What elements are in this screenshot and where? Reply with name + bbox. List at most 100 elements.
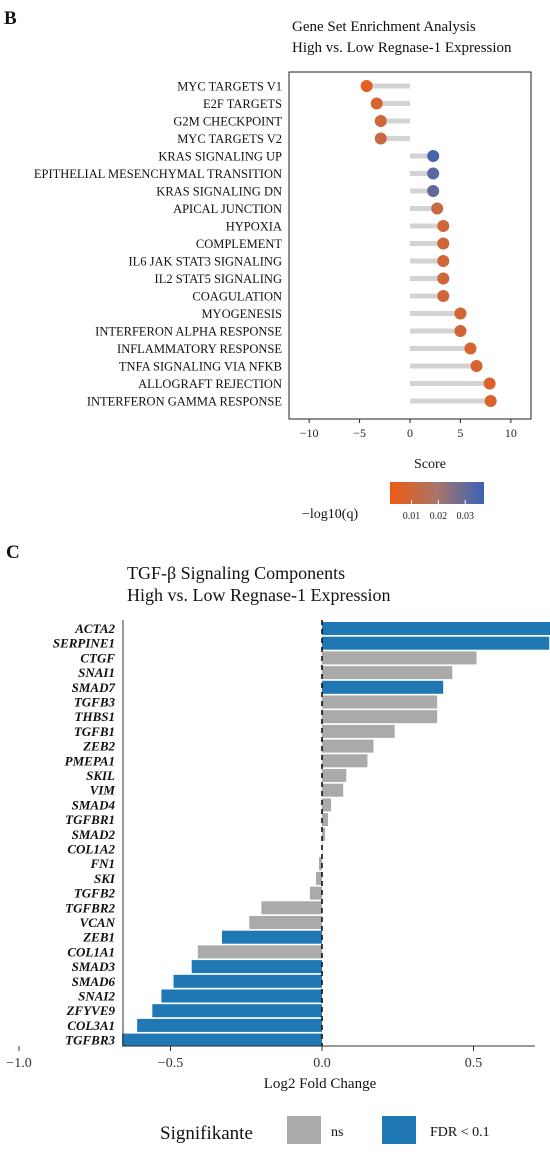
tgfb-gene-label: ACTA2 <box>74 621 115 636</box>
gsea-legend-title: Score <box>414 457 446 472</box>
tgfb-bar <box>322 783 344 797</box>
tgfb-bar <box>137 1018 322 1032</box>
tgfb-gene-label: SMAD2 <box>72 827 116 842</box>
gsea-subtitle: High vs. Low Regnase-1 Expression <box>292 40 512 56</box>
tgfb-bar <box>322 651 477 665</box>
gsea-point <box>454 325 467 337</box>
tgfb-title: TGF-β Signaling Components <box>127 563 346 583</box>
tgfb-gene-label: ZEB2 <box>82 739 115 754</box>
tgfb-bar <box>322 769 347 782</box>
gsea-color-label: −log10(q) <box>302 507 358 522</box>
gsea-point <box>483 377 496 390</box>
tgfb-bar <box>122 1033 323 1047</box>
tgfb-legend-label: ns <box>331 1125 343 1140</box>
tgfb-gene-label: VCAN <box>80 915 116 930</box>
gsea-color-tick-label: 0.02 <box>430 511 448 522</box>
tgfb-gene-label: THBS1 <box>75 709 115 724</box>
tgfb-gene-label: SMAD6 <box>72 974 116 989</box>
gsea-category-label: COAGULATION <box>192 290 282 304</box>
gsea-category-label: HYPOXIA <box>226 220 282 234</box>
tgfb-gene-label: SNAI2 <box>78 989 115 1004</box>
tgfb-bar <box>322 695 438 709</box>
tgfb-legend-key <box>287 1116 321 1144</box>
gsea-point <box>360 80 373 92</box>
gsea-point <box>370 97 383 110</box>
gsea-point <box>427 185 440 197</box>
gsea-category-label: MYC TARGETS V1 <box>177 80 282 94</box>
gsea-lollipop-chart: MYC TARGETS V1 E2F TARGETS G2M CHECKPOINT M… <box>34 71 532 522</box>
tgfb-bar <box>322 636 550 650</box>
gsea-point <box>374 115 387 127</box>
tgfb-x-tick-label: −1.0 <box>6 1056 31 1071</box>
tgfb-gene-label: TGFBR2 <box>65 900 115 915</box>
gsea-category-label: INTERFERON GAMMA RESPONSE <box>87 395 283 409</box>
tgfb-gene-label: TGFB3 <box>74 695 116 710</box>
gsea-color-tick-label: 0.03 <box>456 511 474 522</box>
gsea-point <box>427 167 440 180</box>
gsea-category-label: TNFA SIGNALING VIA NFKB <box>119 360 282 374</box>
gsea-point <box>437 272 450 285</box>
tgfb-gene-label: COL3A1 <box>67 1018 115 1033</box>
gsea-x-tick-label: −5 <box>353 426 366 440</box>
tgfb-bar <box>161 989 322 1003</box>
gsea-category-label: IL6 JAK STAT3 SIGNALING <box>128 255 282 269</box>
gsea-point <box>470 360 483 372</box>
gsea-point <box>454 307 467 320</box>
tgfb-legend-label: FDR < 0.1 <box>430 1125 490 1140</box>
tgfb-x-axis-label: Log2 Fold Change <box>264 1076 377 1092</box>
tgfb-bar <box>152 1004 322 1018</box>
tgfb-bar <box>322 739 374 753</box>
tgfb-bar <box>322 813 329 827</box>
tgfb-bar <box>261 901 322 915</box>
tgfb-bar <box>322 666 453 680</box>
gsea-x-tick-label: −10 <box>300 426 319 440</box>
tgfb-gene-label: SERPINE1 <box>53 636 115 651</box>
gsea-point <box>427 150 440 162</box>
tgfb-bar <box>322 724 395 738</box>
tgfb-x-tick-label: 0.0 <box>313 1056 331 1071</box>
tgfb-gene-label: CTGF <box>80 650 115 665</box>
gsea-point <box>437 220 450 232</box>
gsea-color-bar <box>390 482 484 504</box>
gsea-category-label: G2M CHECKPOINT <box>173 115 282 129</box>
gsea-color-tick-label: 0.01 <box>403 511 421 522</box>
tgfb-subtitle: High vs. Low Regnase-1 Expression <box>127 585 391 605</box>
gsea-x-tick-label: 0 <box>407 426 413 440</box>
tgfb-legend-key <box>382 1116 416 1144</box>
tgfb-gene-label: SMAD3 <box>72 959 116 974</box>
gsea-category-label: MYC TARGETS V2 <box>177 132 282 146</box>
tgfb-gene-label: TGFBR3 <box>65 1033 115 1048</box>
tgfb-gene-label: SNAI1 <box>78 665 115 680</box>
tgfb-gene-label: FN1 <box>89 856 115 871</box>
gsea-category-label: MYOGENESIS <box>201 307 282 321</box>
gsea-category-label: E2F TARGETS <box>203 97 282 111</box>
tgfb-bar <box>222 930 322 944</box>
gsea-point <box>437 290 450 302</box>
gsea-title: Gene Set Enrichment Analysis <box>292 19 476 35</box>
gsea-point <box>437 237 450 250</box>
gsea-point <box>464 342 477 355</box>
tgfb-bar <box>173 974 322 988</box>
tgfb-gene-label: TGFBR1 <box>65 812 115 827</box>
tgfb-gene-label: SKIL <box>86 768 115 783</box>
tgfb-bar <box>197 945 322 959</box>
gsea-category-label: IL2 STAT5 SIGNALING <box>155 272 282 286</box>
tgfb-bar <box>318 857 322 871</box>
gsea-category-label: APICAL JUNCTION <box>173 202 282 216</box>
tgfb-bar <box>322 798 332 812</box>
gsea-category-label: ALLOGRAFT REJECTION <box>138 377 282 391</box>
tgfb-legend-title: Signifikante <box>160 1123 253 1144</box>
tgfb-gene-label: ZEB1 <box>82 930 115 945</box>
tgfb-gene-label: COL1A2 <box>67 842 115 857</box>
tgfb-bar <box>322 622 550 635</box>
gsea-point <box>431 202 444 215</box>
tgfb-gene-label: ZFYVE9 <box>66 1003 116 1018</box>
tgfb-bar <box>322 710 438 724</box>
tgfb-gene-label: VIM <box>90 783 116 798</box>
gsea-x-tick-label: 5 <box>457 426 463 440</box>
gsea-category-label: INTERFERON ALPHA RESPONSE <box>95 325 282 339</box>
tgfb-bar <box>249 916 322 929</box>
gsea-category-label: KRAS SIGNALING DN <box>156 185 282 199</box>
